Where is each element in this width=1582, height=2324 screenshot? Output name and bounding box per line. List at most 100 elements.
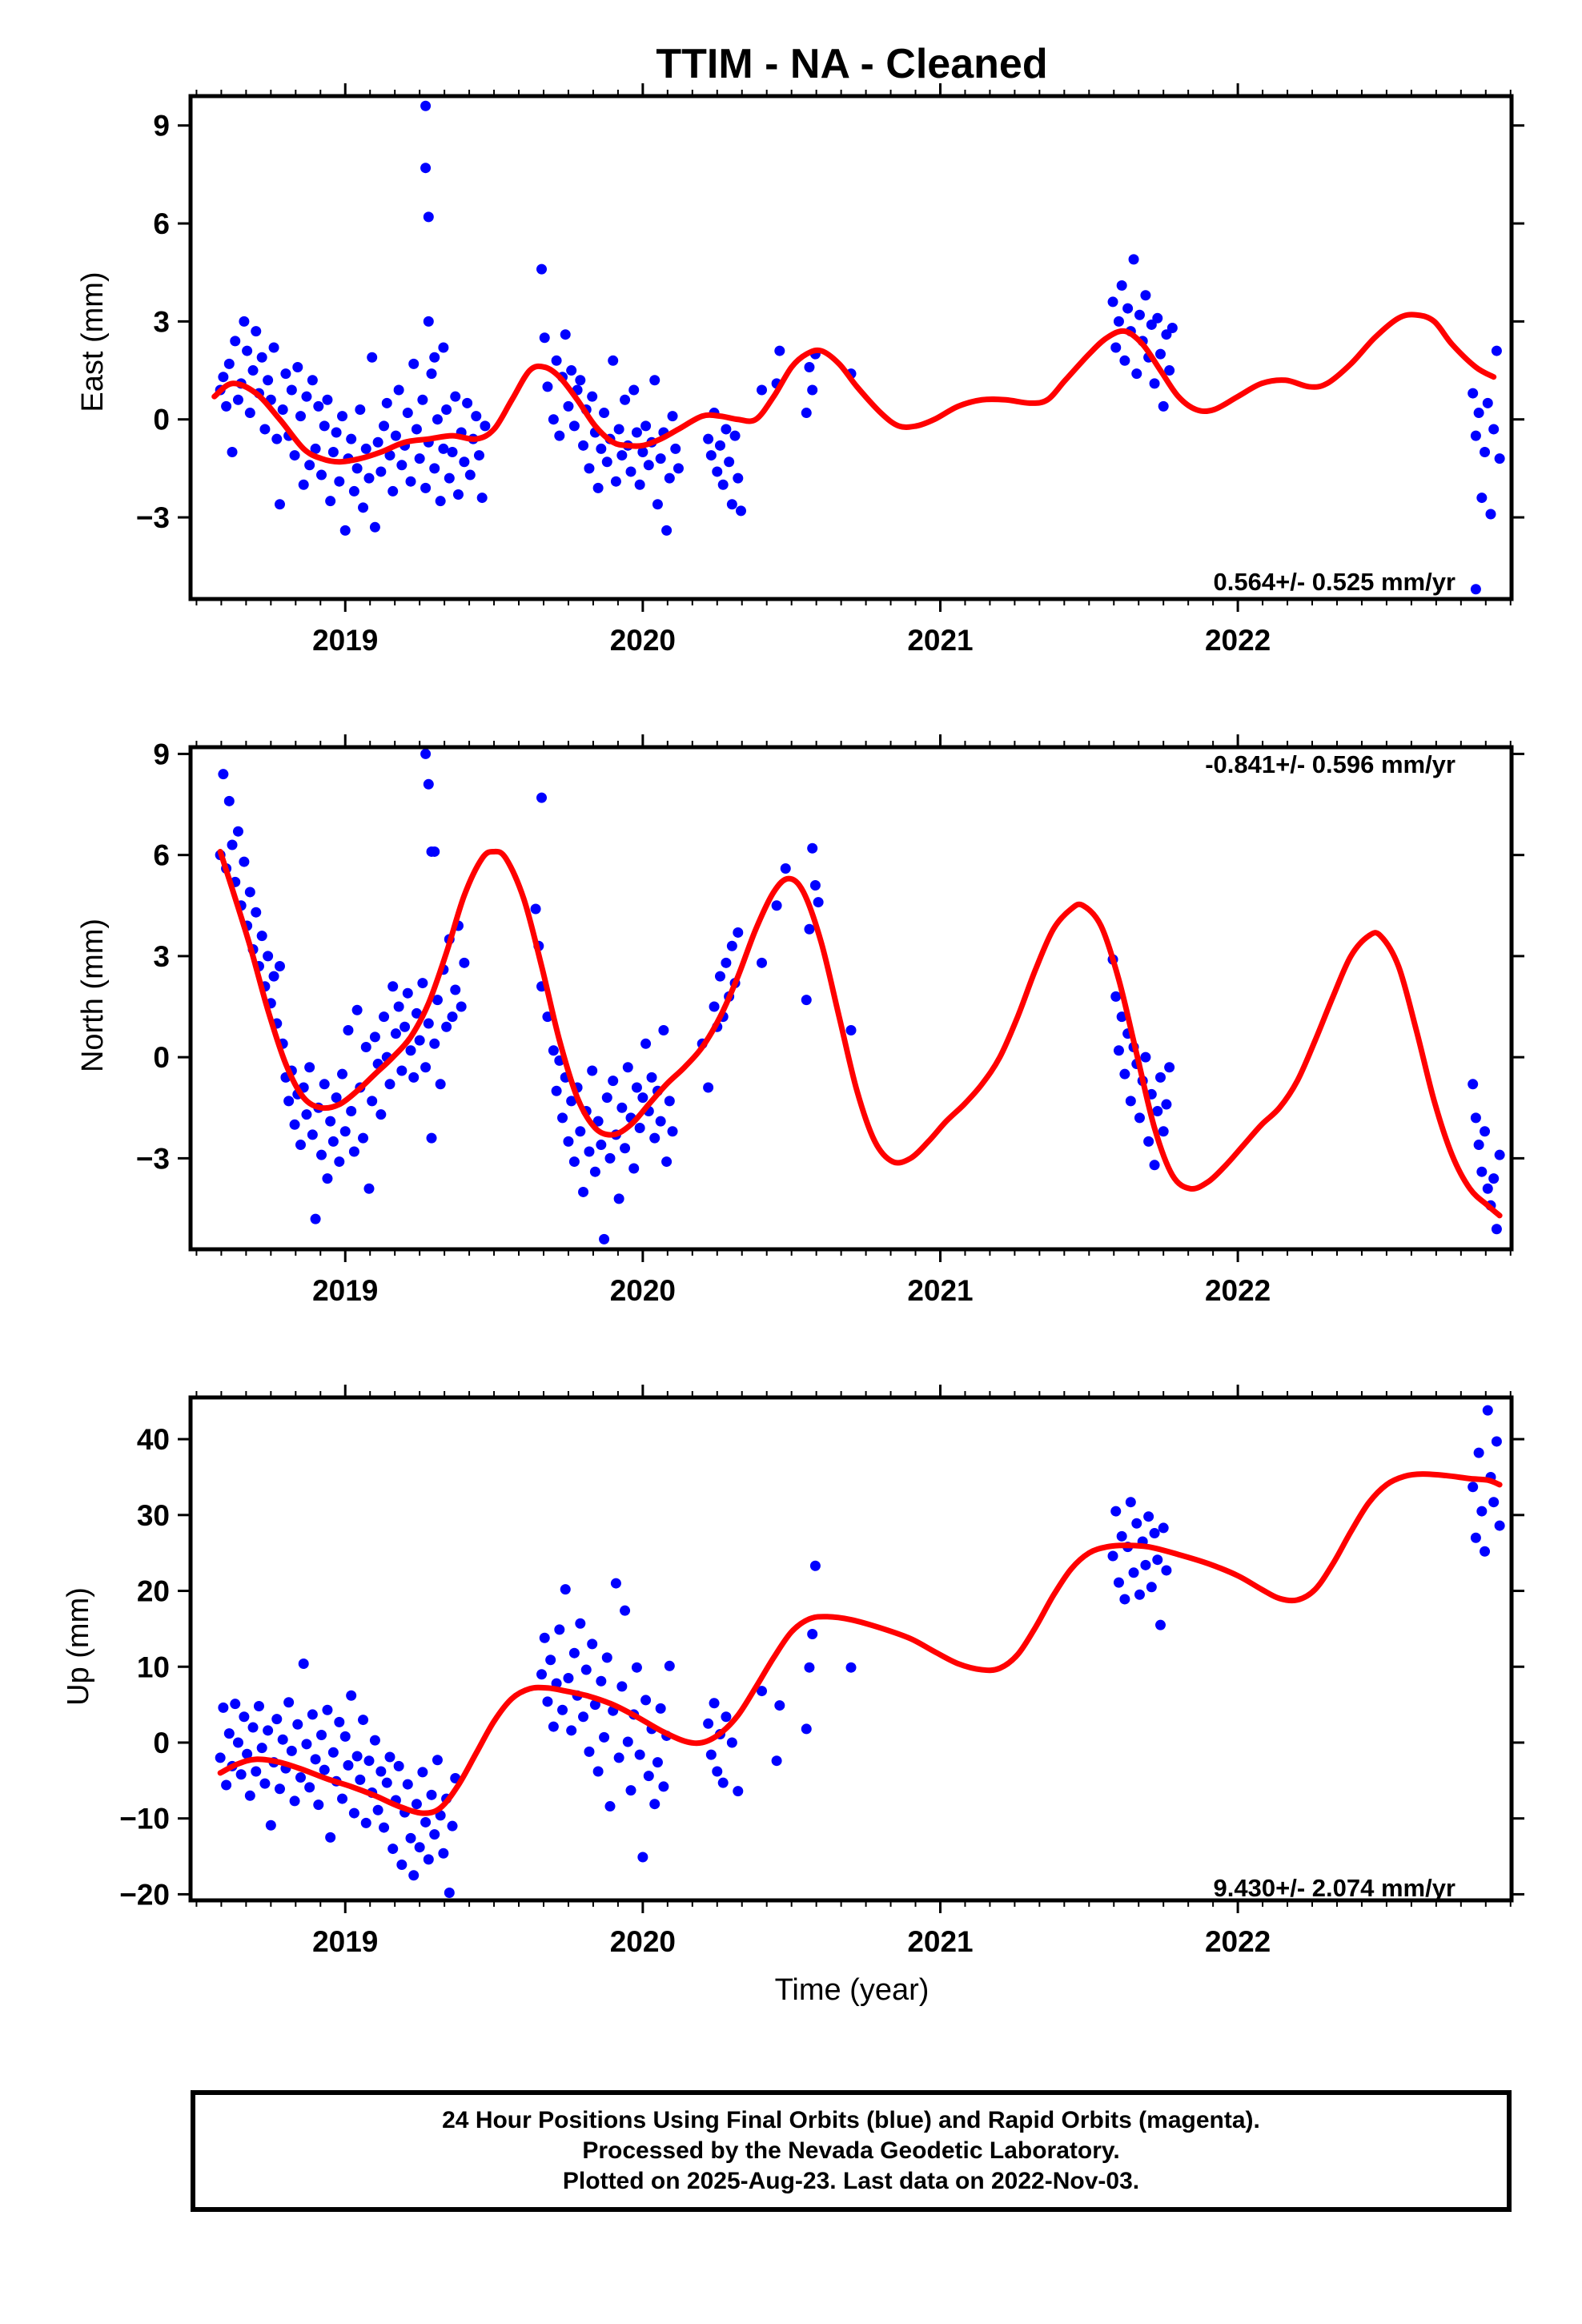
north-data-point — [714, 971, 725, 982]
east-rate-label: 0.564+/- 0.525 mm/yr — [1214, 568, 1456, 596]
east-data-point — [807, 384, 818, 396]
up-data-point — [726, 1737, 737, 1748]
north-data-point — [1125, 1096, 1136, 1107]
up-data-point — [411, 1799, 422, 1810]
north-data-point — [1119, 1068, 1130, 1080]
up-data-point — [1131, 1518, 1142, 1529]
up-data-point — [274, 1783, 285, 1795]
east-data-point — [560, 329, 571, 340]
up-data-point — [277, 1734, 288, 1745]
north-data-point — [801, 995, 812, 1006]
east-x-tick-label: 2019 — [312, 624, 378, 657]
north-frame — [188, 745, 1514, 1252]
north-data-point — [667, 1126, 678, 1137]
up-data-point — [259, 1778, 271, 1789]
north-data-point — [426, 1132, 437, 1144]
north-data-point — [420, 748, 432, 759]
up-data-point — [432, 1755, 443, 1766]
north-data-point — [1470, 1112, 1481, 1124]
north-data-point — [613, 1193, 624, 1204]
east-data-point — [295, 411, 306, 422]
up-data-point — [242, 1748, 253, 1759]
east-data-point — [325, 496, 336, 507]
east-data-point — [592, 482, 604, 493]
up-data-point — [557, 1704, 568, 1715]
up-data-point — [337, 1793, 348, 1804]
east-data-point — [369, 521, 380, 533]
east-data-point — [652, 499, 663, 510]
east-data-point — [450, 391, 461, 402]
up-minor-ticks — [195, 1391, 1512, 1907]
north-data-point — [274, 961, 285, 972]
east-data-point — [1494, 453, 1505, 464]
north-data-point — [1143, 1136, 1154, 1147]
north-data-point — [587, 1065, 598, 1076]
up-data-point — [616, 1681, 628, 1692]
east-data-point — [774, 345, 785, 356]
up-data-point — [235, 1769, 247, 1780]
east-data-point — [420, 482, 432, 493]
north-data-point — [393, 1001, 404, 1012]
north-data-point — [1113, 1045, 1124, 1056]
up-data-point — [596, 1675, 607, 1687]
east-x-tick-label: 2020 — [610, 624, 676, 657]
east-data-point — [1128, 254, 1139, 265]
east-data-point — [405, 476, 416, 487]
east-data-point — [667, 411, 678, 422]
up-data-point — [1468, 1482, 1479, 1493]
north-data-point — [251, 907, 262, 918]
north-x-tick-label: 2022 — [1205, 1274, 1271, 1307]
up-data-point — [375, 1766, 387, 1777]
north-data-point — [1154, 1072, 1166, 1083]
east-data-point — [230, 336, 241, 347]
up-data-point — [1107, 1550, 1118, 1562]
north-data-point — [405, 1045, 416, 1056]
up-data-point — [554, 1624, 565, 1635]
east-data-point — [712, 466, 723, 477]
up-data-point — [1128, 1567, 1139, 1578]
north-data-point — [726, 940, 737, 951]
up-data-point — [1134, 1589, 1145, 1600]
up-data-point — [343, 1759, 354, 1771]
north-data-point — [363, 1183, 375, 1194]
up-data-point — [322, 1704, 333, 1715]
north-x-tick-label: 2019 — [312, 1274, 378, 1307]
east-data-point — [1140, 290, 1151, 301]
north-data-point — [1152, 1105, 1163, 1116]
north-data-point — [227, 839, 238, 850]
up-data-point — [215, 1752, 226, 1763]
east-data-point — [1491, 345, 1502, 356]
east-data-point — [1482, 397, 1493, 408]
east-data-point — [1116, 280, 1127, 292]
east-data-point — [1154, 348, 1166, 360]
up-data-point — [387, 1844, 399, 1855]
east-data-point — [643, 460, 654, 471]
figure-title: TTIM - NA - Cleaned — [656, 41, 1047, 87]
east-data-point — [411, 424, 422, 435]
east-data-point — [307, 375, 318, 386]
east-data-point — [724, 456, 735, 468]
up-data-point — [640, 1695, 652, 1706]
north-data-point — [568, 1156, 580, 1168]
north-data-point — [289, 1119, 300, 1130]
north-data-point — [622, 1062, 633, 1073]
up-data-point — [265, 1819, 276, 1831]
north-data-point — [423, 778, 434, 790]
up-data-point — [1143, 1511, 1154, 1522]
up-y-label: Up (mm) — [62, 1587, 95, 1706]
up-data-point — [256, 1743, 267, 1754]
up-data-point — [589, 1699, 600, 1711]
up-data-point — [587, 1638, 598, 1650]
north-data-point — [423, 1018, 434, 1029]
north-data-point — [1476, 1166, 1488, 1177]
north-data-point — [268, 971, 279, 982]
east-data-point — [568, 420, 580, 432]
up-data-point — [717, 1777, 729, 1788]
up-data-point — [1470, 1532, 1481, 1543]
east-frame — [188, 94, 1514, 601]
east-data-point — [480, 420, 491, 432]
east-data-point — [375, 466, 387, 477]
north-data-point — [334, 1156, 345, 1168]
up-data-point — [358, 1715, 369, 1726]
